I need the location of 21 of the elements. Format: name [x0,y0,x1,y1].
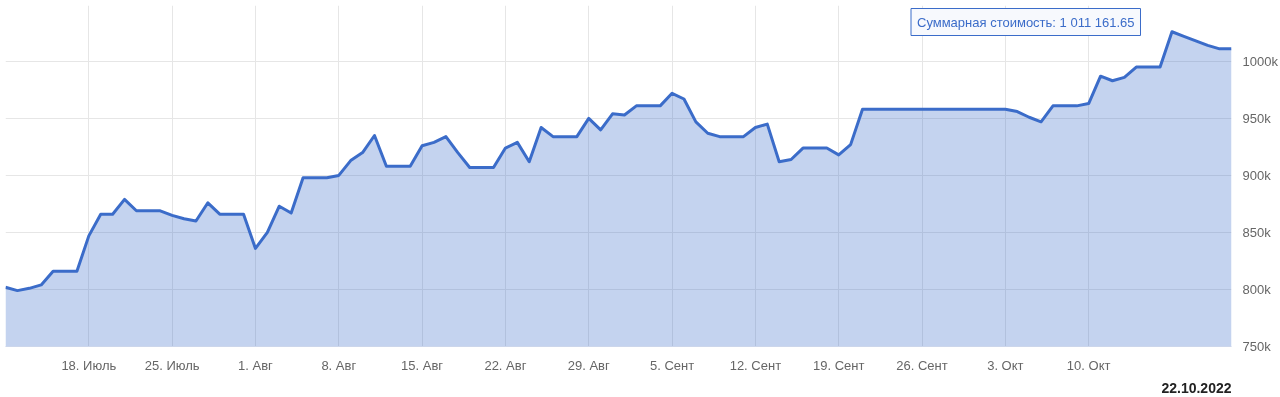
x-tick-label: 5. Сент [649,357,695,373]
x-tick-label: 15. Авг [401,357,444,373]
x-tick-label: 12. Сент [729,357,782,373]
x-tick-label: 3. Окт [987,357,1024,373]
y-tick-label: 800k [1242,281,1272,297]
annotation: Суммарная стоимость: 1 011 161.65 [917,14,1135,30]
y-tick-label: 900k [1242,167,1272,183]
y-tick-label: 750k [1242,339,1272,354]
x-tick-label: 25. Июль [144,357,200,373]
x-tick-label: 1. Авг [238,357,274,373]
y-tick-label: 950k [1242,110,1272,126]
x-tick-label: 8. Авг [321,357,357,373]
text: 22.10.2022 [1161,379,1232,396]
y-tick-label: 850k [1242,224,1272,240]
x-tick-label: 26. Сент [896,357,948,373]
x-tick-label: 10. Окт [1066,357,1111,373]
x-tick-label: 18. Июль [61,357,117,373]
x-tick-label: 22. Авг [484,357,527,373]
y-tick-label: 1000k [1242,53,1279,69]
x-tick-label: 29. Авг [567,357,610,373]
x-tick-label: 19. Сент [812,357,865,373]
